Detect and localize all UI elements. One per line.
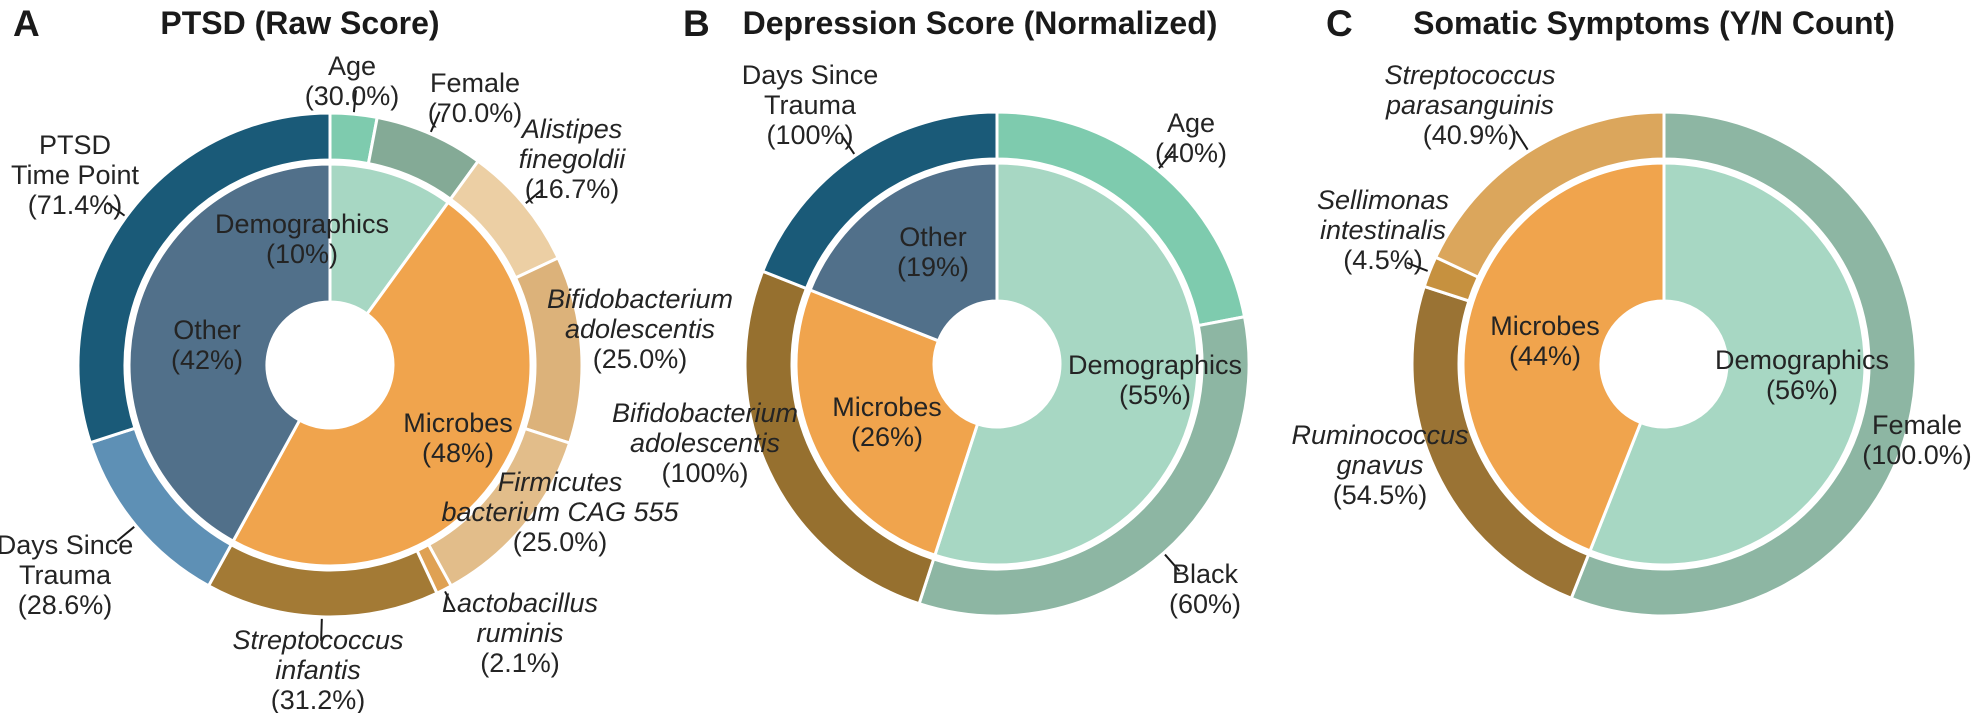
- segment-inner-demographics: [1588, 161, 1867, 567]
- panel-title-b: Depression Score (Normalized): [742, 5, 1218, 41]
- label-outer-bifidobacterium: Bifidobacterium adolescentis (100%): [612, 398, 798, 488]
- segment-inner-other: [127, 162, 332, 543]
- segment-inner-other: [808, 161, 999, 343]
- segment-inner-microbes: [1461, 161, 1666, 553]
- label-inner-microbes: Microbes (26%): [832, 392, 942, 452]
- label-outer-black: Black (60%): [1169, 559, 1241, 619]
- label-inner-microbes: Microbes (44%): [1490, 311, 1600, 371]
- label-outer-ptsd-time-point: PTSD Time Point (71.4%): [11, 130, 140, 220]
- segment-inner-demographics: [328, 162, 450, 316]
- leader-days-since-trauma: [116, 526, 135, 542]
- panel-letter-b: B: [683, 3, 710, 44]
- leader-days-since-trauma: [841, 135, 856, 155]
- label-outer-age: Age (30.0%): [305, 51, 400, 111]
- segment-outer-days-since-trauma: [761, 110, 999, 291]
- label-outer-sellimonas: Sellimonas intestinalis (4.5%): [1317, 185, 1449, 275]
- label-inner-other: Other (42%): [171, 315, 243, 375]
- label-outer-days-since-trauma: Days Since Trauma (28.6%): [0, 530, 133, 620]
- leader-lactobacillus: [444, 591, 456, 612]
- panel-title-a: PTSD (Raw Score): [160, 5, 440, 41]
- label-outer-ruminococcus-gnavus: Ruminococcus gnavus (54.5%): [1291, 420, 1468, 510]
- leader-ptsd-time-point: [106, 201, 126, 217]
- leader-age: [1158, 150, 1174, 169]
- label-outer-streptococcus-parasanguinis: Streptococcus parasanguinis (40.9%): [1384, 60, 1555, 150]
- panel-letter-c: C: [1326, 3, 1353, 44]
- leader-sellimonas: [1406, 261, 1429, 272]
- segment-inner-demographics: [933, 161, 1200, 567]
- segment-outer-female: [1569, 110, 1918, 618]
- leader-female: [429, 111, 441, 133]
- leader-black: [1164, 553, 1181, 572]
- label-outer-lactobacillus: Lactobacillus ruminis (2.1%): [442, 588, 598, 678]
- segment-inner-microbes: [794, 288, 980, 557]
- segment-outer-ptsd-time-point: [76, 111, 332, 445]
- donut-chart-b: Age (40%) Black (60%) Bifidobacterium adolesc…: [612, 60, 1251, 619]
- label-outer-days-since-trauma: Days Since Trauma (100%): [742, 60, 879, 150]
- donut-chart-a: Age (30.0%) Female (70.0%)Alistipes finegold…: [0, 51, 733, 713]
- label-outer-alistipes: Alistipes finegoldii (16.7%): [519, 114, 627, 204]
- leader-age: [352, 90, 357, 113]
- label-outer-female: Female (100.0%): [1862, 410, 1972, 470]
- label-inner-other: Other (19%): [897, 222, 969, 282]
- label-inner-demographics: Demographics (56%): [1715, 345, 1889, 405]
- leader-streptococcus-infantis: [320, 618, 323, 641]
- panel-letter-a: A: [13, 3, 40, 44]
- donut-chart-c: Female (100.0%) Ruminococcus gnavus (54.5%) S…: [1291, 60, 1972, 618]
- label-inner-microbes: Microbes (48%): [403, 408, 513, 468]
- label-outer-bifidobacterium: Bifidobacterium adolescentis (25.0%): [547, 284, 733, 374]
- panel-title-c: Somatic Symptoms (Y/N Count): [1413, 5, 1895, 41]
- leader-streptococcus-parasanguinis: [1514, 130, 1529, 151]
- leader-alistipes: [525, 188, 544, 204]
- label-inner-demographics: Demographics (55%): [1068, 350, 1242, 410]
- segment-inner-microbes: [231, 200, 533, 568]
- segment-outer-streptococcus-parasanguinis: [1434, 110, 1666, 279]
- label-outer-firmicutes: Firmicutes bacterium CAG 555 (25.0%): [441, 467, 679, 557]
- label-outer-age: Age (40%): [1155, 108, 1227, 168]
- label-inner-demographics: Demographics (10%): [215, 209, 389, 269]
- label-outer-female: Female (70.0%): [428, 68, 523, 128]
- label-outer-streptococcus-infantis: Streptococcus infantis (31.2%): [232, 625, 403, 713]
